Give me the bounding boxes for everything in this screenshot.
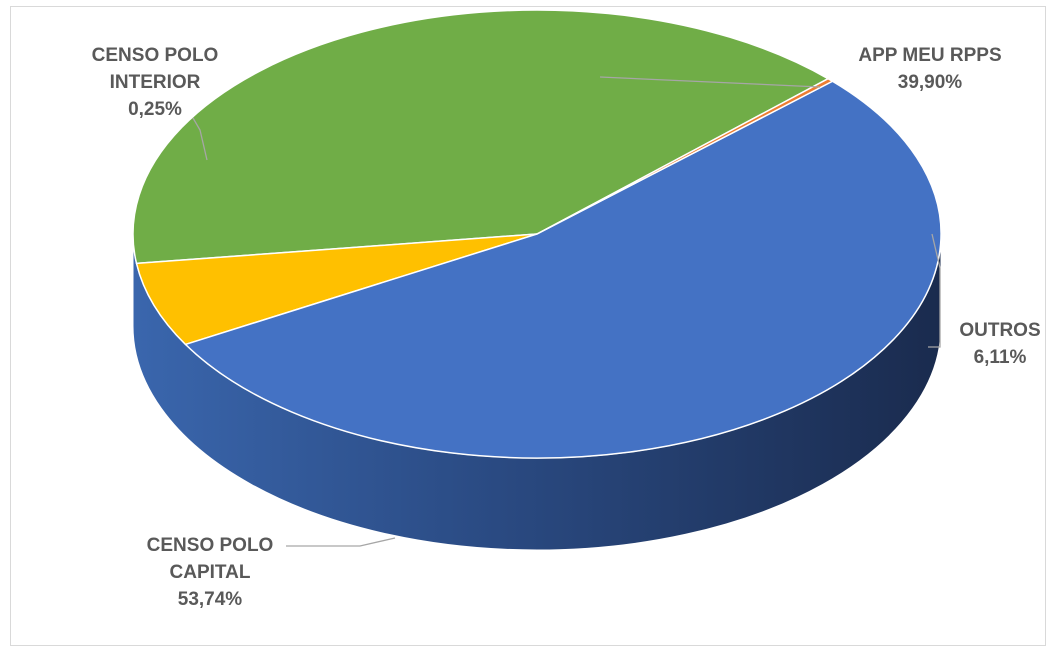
slice-value-app-meu-rpps: 39,90%	[897, 72, 963, 93]
slice-value-censo-polo-capital: 53,74%	[177, 589, 243, 610]
pie-slice-censo-polo-capital	[184, 80, 942, 459]
data-label-censo-polo-capital: CENSO POLO CAPITAL 53,74%	[120, 532, 300, 613]
slice-name-censo-polo-interior-1: CENSO POLO	[91, 45, 219, 66]
leader-line-outros	[928, 233, 941, 348]
pie-slice-outros	[135, 233, 538, 346]
slice-name-app-meu-rpps: APP MEU RPPS	[858, 45, 1002, 66]
slice-value-outros: 6,11%	[973, 347, 1027, 368]
data-label-censo-polo-interior: CENSO POLO INTERIOR 0,25%	[65, 42, 245, 123]
leader-line-censo-polo-interior	[192, 117, 208, 161]
slice-name-censo-polo-interior-2: INTERIOR	[109, 72, 201, 93]
slice-name-censo-polo-capital-2: CAPITAL	[169, 562, 251, 583]
slice-name-outros: OUTROS	[959, 320, 1041, 341]
leader-line-censo-polo-capital	[286, 537, 396, 547]
slice-name-censo-polo-capital-1: CENSO POLO	[146, 535, 274, 556]
slice-value-censo-polo-interior: 0,25%	[128, 99, 182, 120]
pie-slice-app-meu-rpps	[132, 9, 829, 265]
data-label-outros: OUTROS 6,11%	[930, 317, 1056, 371]
pie-slice-censo-polo-interior	[536, 77, 834, 235]
data-label-app-meu-rpps: APP MEU RPPS 39,90%	[825, 42, 1035, 96]
pie-chart	[132, 9, 942, 551]
leader-line-app-meu-rpps	[599, 76, 821, 88]
